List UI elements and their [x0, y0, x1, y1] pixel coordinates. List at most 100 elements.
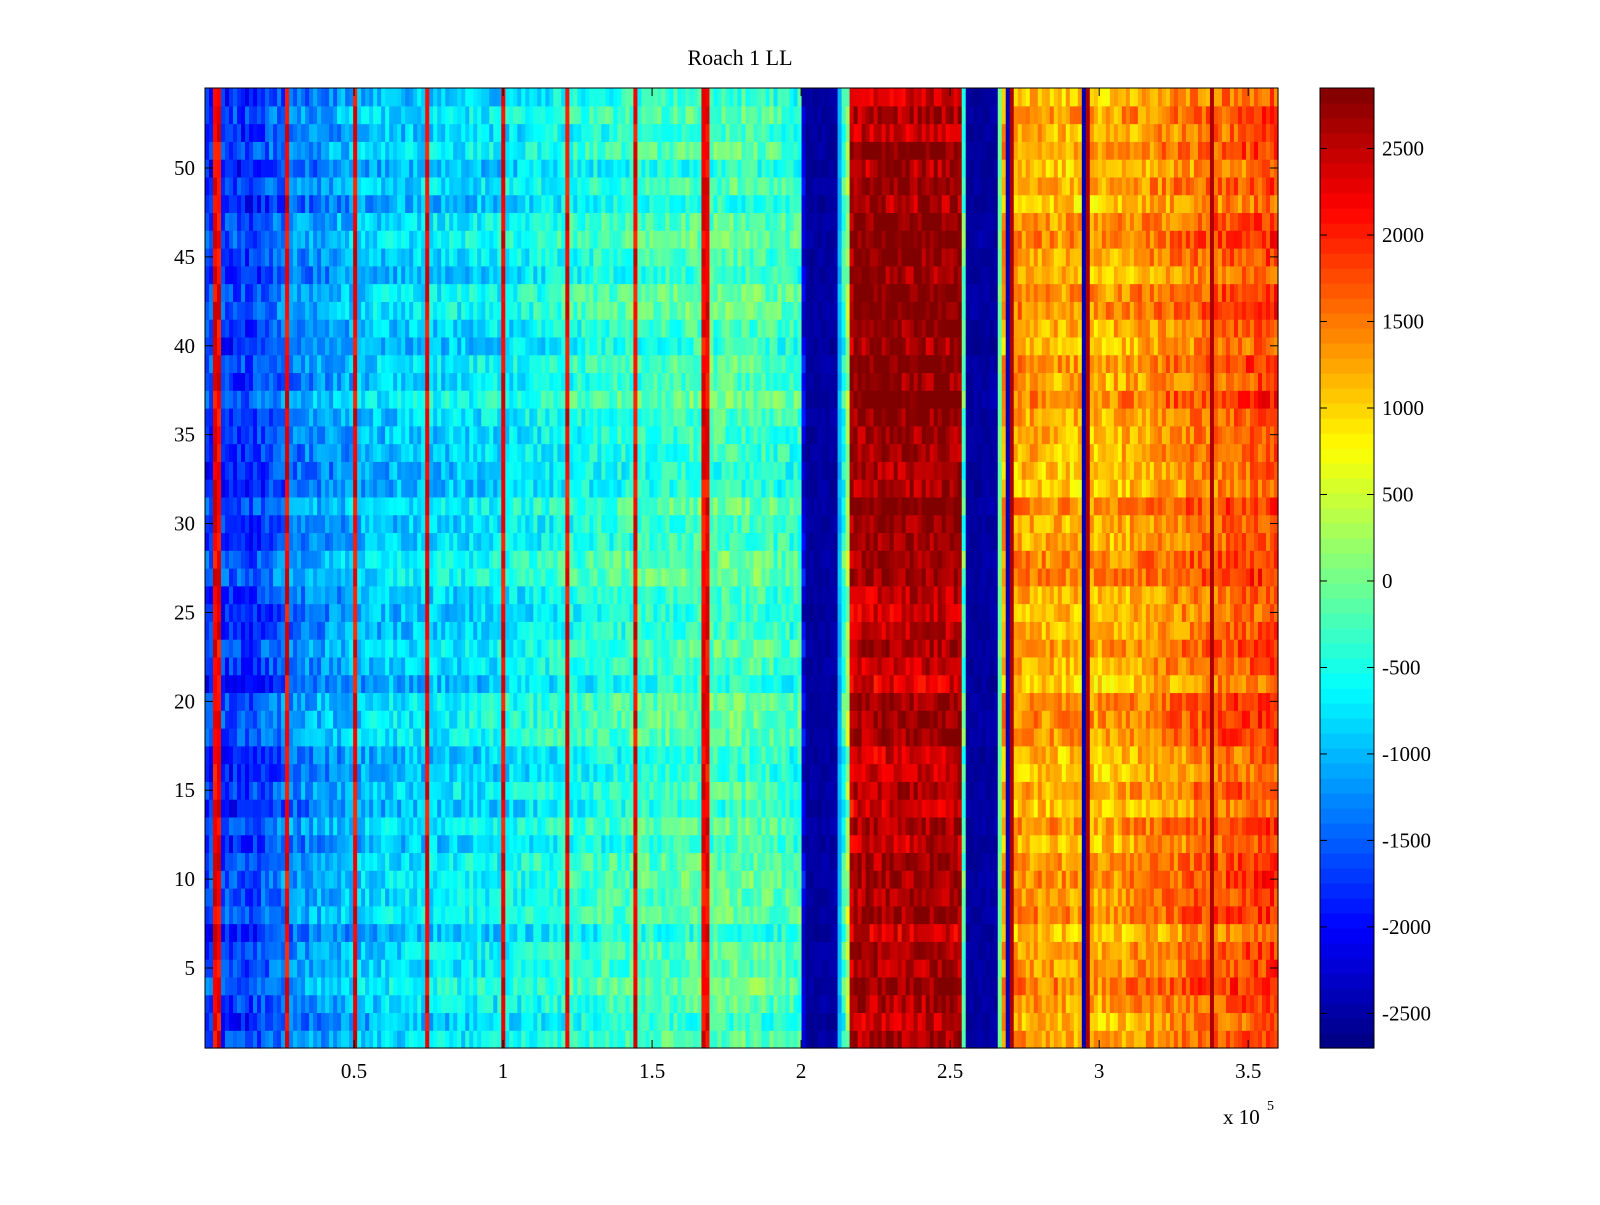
heatmap-cell: [329, 141, 334, 160]
heatmap-cell: [461, 728, 466, 747]
heatmap-cell: [453, 159, 458, 178]
heatmap-cell: [241, 514, 246, 534]
heatmap-cell: [221, 194, 226, 214]
heatmap-cell: [501, 763, 506, 782]
heatmap-cell: [221, 976, 226, 996]
heatmap-cell: [309, 905, 314, 925]
heatmap-cell: [421, 301, 426, 320]
heatmap-cell: [241, 728, 246, 747]
heatmap-cell: [417, 816, 422, 836]
heatmap-cell: [433, 674, 438, 694]
heatmap-cell: [373, 88, 378, 107]
heatmap-cell: [505, 194, 510, 214]
heatmap-cell: [453, 123, 458, 142]
heatmap-cell: [521, 799, 526, 818]
heatmap-cell: [221, 443, 226, 462]
heatmap-cell: [209, 852, 214, 871]
heatmap-cell: [505, 870, 510, 889]
heatmap-cell: [465, 176, 470, 196]
heatmap-cell: [545, 656, 550, 676]
heatmap-cell: [529, 1030, 534, 1049]
heatmap-cell: [469, 674, 474, 694]
heatmap-cell: [405, 550, 410, 569]
heatmap-cell: [373, 248, 378, 267]
heatmap-cell: [245, 1030, 250, 1049]
heatmap-cell: [217, 710, 222, 729]
heatmap-cell: [245, 301, 250, 320]
heatmap-cell: [569, 212, 574, 231]
heatmap-cell: [401, 1012, 406, 1031]
heatmap-cell: [289, 1012, 294, 1031]
heatmap-cell: [309, 372, 314, 391]
heatmap-cell: [533, 585, 538, 605]
heatmap-cell: [281, 443, 286, 462]
heatmap-cell: [553, 710, 558, 729]
heatmap-cell: [445, 159, 450, 178]
heatmap-cell: [309, 408, 314, 427]
heatmap-cell: [565, 656, 570, 676]
heatmap-cell: [277, 976, 282, 996]
heatmap-cell: [285, 799, 290, 818]
heatmap-cell: [265, 692, 270, 711]
heatmap-cell: [361, 479, 366, 498]
heatmap-cell: [449, 941, 454, 960]
heatmap-cell: [429, 905, 434, 925]
heatmap-cell: [373, 550, 378, 569]
heatmap-cell: [521, 265, 526, 285]
heatmap-cell: [273, 514, 278, 534]
heatmap-cell: [381, 265, 386, 285]
heatmap-cell: [557, 514, 562, 534]
heatmap-cell: [281, 248, 286, 267]
heatmap-cell: [489, 585, 494, 605]
heatmap-cell: [473, 585, 478, 605]
heatmap-cell: [417, 390, 422, 409]
heatmap-cell: [385, 745, 390, 765]
heatmap-cell: [561, 834, 566, 854]
heatmap-cell: [213, 621, 218, 640]
heatmap-cell: [305, 745, 310, 765]
heatmap-cell: [273, 603, 278, 622]
heatmap-cell: [261, 728, 266, 747]
heatmap-cell: [217, 123, 222, 142]
heatmap-cell: [533, 941, 538, 960]
heatmap-cell: [337, 870, 342, 889]
heatmap-cell: [541, 105, 546, 125]
heatmap-cell: [561, 141, 566, 160]
heatmap-cell: [469, 585, 474, 605]
heatmap-cell: [329, 496, 334, 516]
heatmap-cell: [481, 283, 486, 302]
heatmap-cell: [473, 390, 478, 409]
heatmap-cell: [205, 1012, 210, 1031]
heatmap-cell: [441, 941, 446, 960]
heatmap-cell: [249, 870, 254, 889]
heatmap-cell: [325, 941, 330, 960]
heatmap-cell: [273, 656, 278, 676]
heatmap-cell: [365, 941, 370, 960]
heatmap-cell: [281, 301, 286, 320]
heatmap-cell: [305, 834, 310, 854]
heatmap-cell: [557, 479, 562, 498]
heatmap-cell: [409, 781, 414, 800]
heatmap-cell: [309, 639, 314, 658]
heatmap-cell: [417, 994, 422, 1014]
heatmap-cell: [545, 532, 550, 551]
heatmap-cell: [533, 639, 538, 658]
heatmap-cell: [277, 816, 282, 836]
heatmap-cell: [529, 888, 534, 907]
heatmap-cell: [337, 248, 342, 267]
heatmap-cell: [349, 532, 354, 551]
heatmap-cell: [453, 976, 458, 996]
heatmap-cell: [321, 639, 326, 658]
heatmap-cell: [333, 568, 338, 587]
heatmap-cell: [441, 425, 446, 445]
heatmap-cell: [257, 941, 262, 960]
heatmap-cell: [393, 603, 398, 622]
heatmap-cell: [409, 834, 414, 854]
heatmap-cell: [377, 799, 382, 818]
heatmap-cell: [469, 799, 474, 818]
heatmap-cell: [365, 265, 370, 285]
heatmap-cell: [513, 159, 518, 178]
heatmap-cell: [573, 799, 578, 818]
heatmap-cell: [557, 443, 562, 462]
heatmap-cell: [453, 212, 458, 231]
